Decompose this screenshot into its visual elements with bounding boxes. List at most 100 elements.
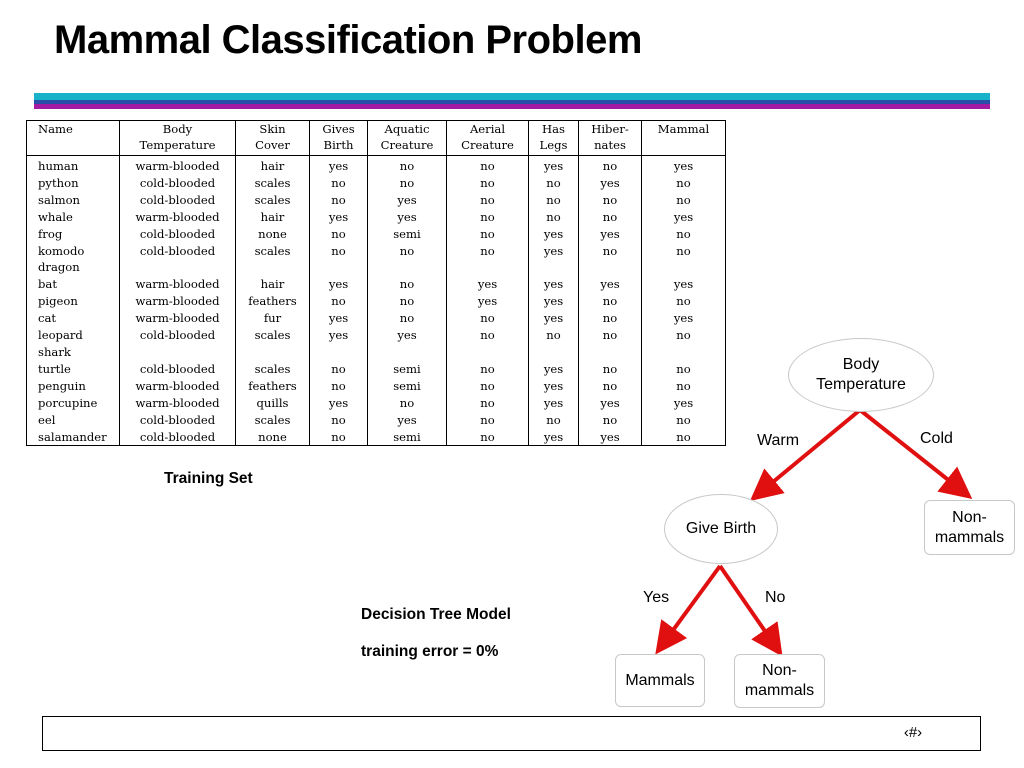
attribute-cell: yes: [309, 276, 368, 294]
attribute-cell: no: [367, 174, 447, 192]
attribute-cell: none: [235, 428, 310, 446]
attribute-cell: cold-blooded: [119, 191, 236, 209]
attribute-cell: warm-blooded: [119, 208, 236, 226]
attribute-cell: warm-blooded: [119, 155, 236, 175]
mammals-leaf: Mammals: [615, 654, 705, 707]
give-birth-node-text: Give Birth: [685, 520, 757, 537]
column-header: Has Legs: [528, 120, 579, 156]
edge-yes: [655, 564, 722, 655]
attribute-cell: [446, 259, 529, 277]
attribute-cell: semi: [367, 225, 447, 243]
attribute-cell: no: [578, 377, 642, 395]
accent-rule-blue: [34, 100, 990, 104]
attribute-cell: scales: [235, 360, 310, 378]
attribute-cell: no: [578, 327, 642, 344]
table-row: salmon cold-blooded scales no yes no no no no: [27, 191, 726, 209]
attribute-cell: warm-blooded: [119, 276, 236, 294]
attribute-cell: hair: [235, 155, 310, 175]
animal-name-cell: bat: [38, 277, 57, 292]
attribute-cell: semi: [367, 360, 447, 378]
attribute-cell: hair: [235, 208, 310, 226]
give-birth-node: Give Birth: [664, 494, 778, 564]
training-error-label: training error = 0%: [361, 643, 499, 660]
animal-name-cell: eel: [38, 412, 56, 427]
attribute-cell: no: [309, 174, 368, 192]
attribute-cell: yes: [641, 310, 726, 328]
non-mammals-leaf-bottom: Non- mammals: [734, 654, 825, 708]
attribute-cell: no: [578, 155, 642, 175]
attribute-cell: [528, 343, 579, 361]
edge-no: [718, 564, 783, 657]
attribute-cell: [641, 343, 726, 361]
attribute-cell: yes: [528, 360, 579, 378]
attribute-cell: semi: [367, 428, 447, 446]
table-row: frog cold-blooded none no semi no yes yes no: [27, 225, 726, 243]
attribute-cell: yes: [528, 225, 579, 243]
table-row: cat warm-blooded fur yes no no yes no yes: [27, 310, 726, 328]
attribute-cell: no: [641, 411, 726, 429]
page-number: ‹#›: [903, 724, 923, 741]
attribute-cell: fur: [235, 310, 310, 328]
attribute-cell: yes: [528, 377, 579, 395]
slide-title: Mammal Classification Problem: [54, 18, 642, 62]
attribute-cell: no: [641, 191, 726, 209]
table-row: penguin warm-blooded feathers no semi no yes no…: [27, 377, 726, 395]
attribute-cell: hair: [235, 276, 310, 294]
attribute-cell: [641, 259, 726, 277]
table-row: porcupine warm-blooded quills yes no no yes yes…: [27, 394, 726, 412]
attribute-cell: no: [446, 327, 529, 344]
attribute-cell: [367, 343, 447, 361]
accent-rule-purple: [34, 104, 990, 109]
animal-name-cell: python: [38, 175, 79, 190]
attribute-cell: warm-blooded: [119, 394, 236, 412]
table-row: salamander cold-blooded none no semi no yes yes…: [27, 428, 726, 446]
column-header: Body Temperature: [119, 120, 236, 156]
animal-name-cell: penguin: [38, 378, 86, 393]
table-header-row: Name Body Temperature Skin Cover Gives Birt…: [26, 120, 726, 156]
attribute-cell: no: [528, 411, 579, 429]
mammals-leaf-text: Mammals: [625, 671, 695, 689]
table-row: turtle cold-blooded scales no semi no yes no no: [27, 360, 726, 378]
attribute-cell: no: [641, 242, 726, 260]
attribute-cell: no: [528, 208, 579, 226]
attribute-cell: scales: [235, 242, 310, 260]
column-header: Name: [26, 120, 120, 156]
attribute-cell: no: [367, 242, 447, 260]
attribute-cell: no: [578, 191, 642, 209]
attribute-cell: no: [446, 225, 529, 243]
attribute-cell: yes: [578, 394, 642, 412]
attribute-cell: cold-blooded: [119, 327, 236, 344]
attribute-cell: [235, 343, 310, 361]
table-row: shark: [27, 343, 726, 361]
attribute-cell: yes: [528, 293, 579, 311]
attribute-cell: yes: [309, 310, 368, 328]
attribute-cell: feathers: [235, 377, 310, 395]
attribute-cell: yes: [528, 155, 579, 175]
animal-name-cell: frog: [38, 226, 63, 241]
animal-name-cell: turtle: [38, 361, 71, 376]
attribute-cell: scales: [235, 327, 310, 344]
attribute-cell: no: [446, 394, 529, 412]
attribute-cell: yes: [641, 208, 726, 226]
table-row: leopard cold-blooded scales yes yes no no no no: [27, 327, 726, 344]
table-row: human warm-blooded hair yes no no yes no yes: [27, 155, 726, 175]
animal-name-cell: shark: [38, 344, 71, 359]
edge-warm: [749, 408, 862, 502]
attribute-cell: cold-blooded: [119, 360, 236, 378]
non-mammals-leaf-right: Non- mammals: [924, 500, 1015, 555]
yes-edge-label: Yes: [643, 589, 670, 606]
attribute-cell: scales: [235, 411, 310, 429]
attribute-cell: no: [309, 225, 368, 243]
attribute-cell: no: [367, 155, 447, 175]
attribute-cell: no: [309, 428, 368, 446]
attribute-cell: no: [641, 327, 726, 344]
attribute-cell: no: [446, 360, 529, 378]
attribute-cell: yes: [641, 276, 726, 294]
non-mammals-leaf-bottom-text: Non- mammals: [744, 662, 815, 699]
attribute-cell: yes: [528, 276, 579, 294]
attribute-cell: no: [309, 191, 368, 209]
attribute-cell: yes: [367, 208, 447, 226]
attribute-cell: warm-blooded: [119, 377, 236, 395]
attribute-cell: no: [641, 225, 726, 243]
non-mammals-leaf-right-text: Non- mammals: [934, 508, 1005, 546]
